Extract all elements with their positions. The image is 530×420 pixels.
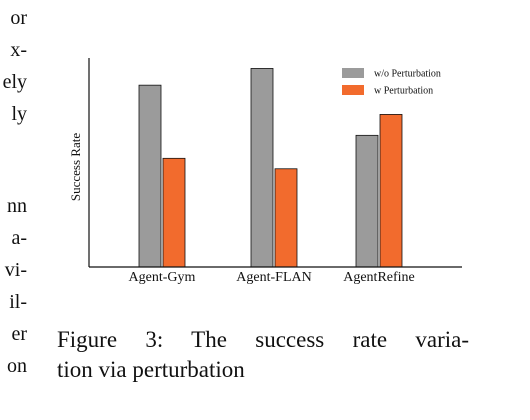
left-fragment: or bbox=[10, 7, 27, 29]
bar-agentrefine-with-perturbation bbox=[379, 114, 403, 268]
y-axis-label: Success Rate bbox=[68, 133, 83, 201]
caption-line-1: Figure 3: The success rate varia- bbox=[57, 327, 469, 352]
x-tick-labels: Agent-Gym Agent-FLAN AgentRefine bbox=[129, 270, 415, 285]
left-fragment: ely bbox=[2, 71, 27, 93]
left-fragment: vi- bbox=[4, 259, 27, 281]
left-fragment: x- bbox=[10, 39, 27, 61]
bar-agentrefine-without-perturbation bbox=[355, 134, 379, 268]
left-fragment: a- bbox=[11, 227, 27, 249]
left-fragment: er bbox=[11, 323, 27, 345]
legend-label-without-perturbation: w/o Perturbation bbox=[374, 69, 441, 80]
bar-agent-flan-without-perturbation bbox=[250, 68, 274, 268]
bar-group bbox=[138, 68, 403, 268]
x-tick-label: AgentRefine bbox=[343, 270, 415, 285]
bar-agent-flan-with-perturbation bbox=[274, 168, 298, 268]
left-fragment: on bbox=[7, 355, 27, 377]
left-fragment: nn bbox=[7, 195, 27, 217]
bar-agent-gym-without-perturbation bbox=[138, 84, 162, 268]
success-rate-bar-chart: Success Rate Agent-Gym Agent-FLAN AgentRef… bbox=[68, 58, 462, 285]
left-fragment: ly bbox=[11, 103, 27, 125]
legend: w/o Perturbation w Perturbation bbox=[342, 68, 441, 97]
left-column-text-fragments: or x-ely ly nn a-vi-il-er on bbox=[0, 0, 30, 420]
left-fragment: il- bbox=[9, 291, 27, 313]
legend-swatch-with-perturbation bbox=[342, 85, 364, 95]
x-tick-label: Agent-Gym bbox=[129, 270, 196, 285]
x-tick-label: Agent-FLAN bbox=[236, 270, 311, 285]
bar-agent-gym-with-perturbation bbox=[162, 157, 186, 268]
legend-label-with-perturbation: w Perturbation bbox=[374, 86, 433, 97]
figure-caption: Figure 3: The success rate varia- tion v… bbox=[57, 325, 477, 385]
caption-line-2: tion via perturbation bbox=[57, 357, 245, 382]
legend-swatch-without-perturbation bbox=[342, 68, 364, 78]
